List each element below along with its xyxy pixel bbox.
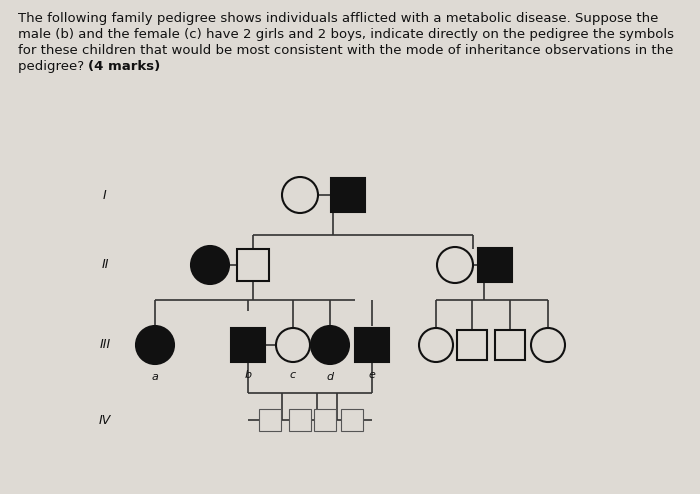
Text: a: a [152, 372, 158, 382]
Text: pedigree?: pedigree? [18, 60, 88, 73]
Text: I: I [103, 189, 107, 202]
Text: The following family pedigree shows individuals afflicted with a metabolic disea: The following family pedigree shows indi… [18, 12, 659, 25]
Bar [259, 409, 281, 431]
Bar [457, 330, 487, 360]
Bar [355, 328, 389, 362]
Text: d: d [326, 372, 334, 382]
Bar [289, 409, 311, 431]
Ellipse shape [531, 328, 565, 362]
Text: III: III [99, 338, 111, 352]
Bar [231, 328, 265, 362]
Bar [314, 409, 336, 431]
Bar [495, 330, 525, 360]
Bar [237, 249, 269, 281]
Bar [478, 248, 512, 282]
Text: for these children that would be most consistent with the mode of inheritance ob: for these children that would be most co… [18, 44, 673, 57]
Text: (4 marks): (4 marks) [88, 60, 160, 73]
Ellipse shape [282, 177, 318, 213]
Text: II: II [102, 258, 108, 272]
Text: b: b [244, 370, 251, 380]
Ellipse shape [311, 326, 349, 364]
Text: e: e [369, 370, 375, 380]
Ellipse shape [276, 328, 310, 362]
Text: c: c [290, 370, 296, 380]
Ellipse shape [419, 328, 453, 362]
Bar [341, 409, 363, 431]
Text: male (b) and the female (c) have 2 girls and 2 boys, indicate directly on the pe: male (b) and the female (c) have 2 girls… [18, 28, 674, 41]
Ellipse shape [437, 247, 473, 283]
Ellipse shape [136, 326, 174, 364]
Ellipse shape [191, 246, 229, 284]
Text: IV: IV [99, 413, 111, 426]
Bar [331, 178, 365, 212]
